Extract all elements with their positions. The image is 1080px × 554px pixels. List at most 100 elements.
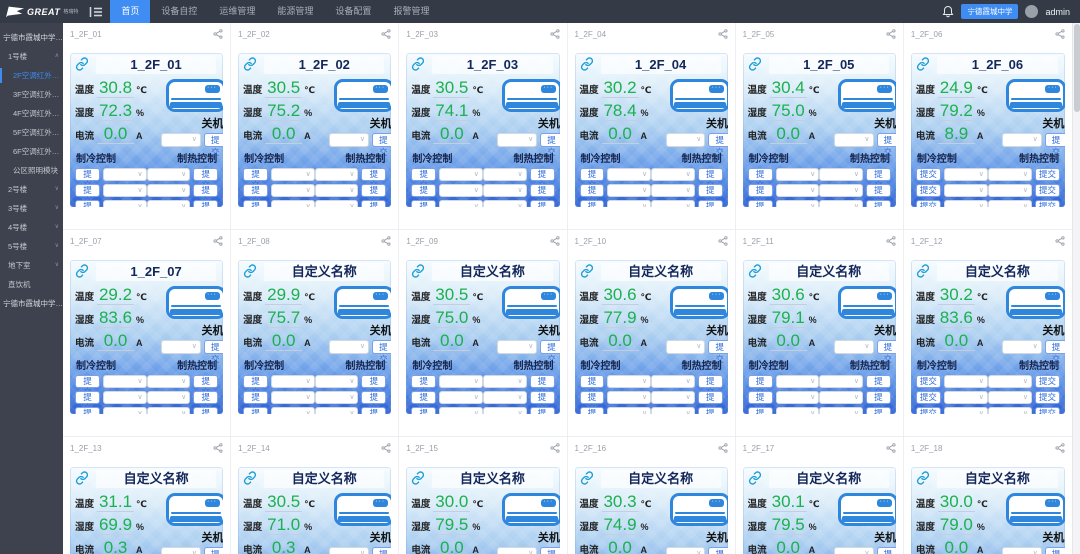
power-submit-button[interactable]: 提交 bbox=[203, 133, 224, 157]
cooling-submit-button-3[interactable]: 提交 bbox=[243, 200, 269, 207]
heating-submit-button-2[interactable]: 提交 bbox=[697, 391, 723, 413]
heating-submit-button-2[interactable]: 提交 bbox=[1034, 184, 1060, 197]
power-select[interactable] bbox=[833, 133, 874, 147]
heating-select-1[interactable] bbox=[651, 168, 695, 181]
cooling-select-1[interactable] bbox=[943, 168, 988, 181]
power-select[interactable] bbox=[161, 547, 201, 554]
share-icon[interactable] bbox=[213, 29, 223, 39]
heating-select-1[interactable] bbox=[819, 375, 863, 388]
cooling-submit-button-1[interactable]: 提交 bbox=[243, 168, 269, 190]
heating-select-3[interactable] bbox=[819, 200, 863, 207]
heating-submit-button-1[interactable]: 提交 bbox=[529, 375, 555, 397]
sidebar-item-1[interactable]: 宁德市霞城中学楼... bbox=[0, 28, 63, 47]
cooling-select-1[interactable] bbox=[607, 168, 652, 181]
heating-select-2[interactable] bbox=[651, 391, 695, 404]
heating-submit-button-1[interactable]: 提交 bbox=[1034, 168, 1060, 181]
share-icon[interactable] bbox=[718, 236, 728, 246]
heating-submit-button-3[interactable]: 提交 bbox=[193, 407, 219, 414]
heating-select-1[interactable] bbox=[146, 168, 191, 181]
sidebar-item-10[interactable]: 3号楼 ∨ bbox=[0, 199, 63, 218]
power-select[interactable] bbox=[497, 133, 538, 147]
cooling-select-2[interactable] bbox=[439, 391, 483, 404]
sidebar-item-3[interactable]: 2F空调红外控... bbox=[0, 66, 63, 85]
heating-select-2[interactable] bbox=[314, 184, 359, 197]
cooling-submit-button-1[interactable]: 提交 bbox=[243, 375, 269, 397]
link-icon[interactable] bbox=[75, 471, 89, 485]
sidebar-item-5[interactable]: 4F空调红外控... bbox=[0, 104, 63, 123]
power-submit-button[interactable]: 提交 bbox=[372, 133, 392, 157]
share-icon[interactable] bbox=[549, 236, 560, 246]
power-submit-button[interactable]: 提交 bbox=[203, 340, 224, 364]
cooling-submit-button-2[interactable]: 提交 bbox=[243, 391, 269, 413]
share-icon[interactable] bbox=[381, 236, 391, 246]
org-badge[interactable]: 宁德霞城中学 bbox=[961, 4, 1019, 19]
power-select[interactable] bbox=[161, 133, 201, 147]
heating-select-2[interactable] bbox=[651, 184, 695, 197]
link-icon[interactable] bbox=[411, 57, 425, 71]
heating-select-1[interactable] bbox=[314, 375, 359, 388]
power-select[interactable] bbox=[497, 340, 538, 354]
cooling-select-1[interactable] bbox=[943, 375, 988, 388]
heating-submit-button-2[interactable]: 提交 bbox=[361, 184, 387, 206]
cooling-submit-button-3[interactable]: 提交 bbox=[75, 407, 100, 414]
heating-submit-button-3[interactable]: 提交 bbox=[697, 200, 723, 207]
heating-submit-button-1[interactable]: 提交 bbox=[361, 168, 387, 190]
heating-select-1[interactable] bbox=[482, 168, 527, 181]
power-select[interactable] bbox=[161, 340, 201, 354]
cooling-submit-button-3[interactable]: 提交 bbox=[411, 200, 437, 207]
power-submit-button[interactable]: 提交 bbox=[1044, 340, 1065, 364]
heating-select-2[interactable] bbox=[819, 184, 863, 197]
link-icon[interactable] bbox=[75, 57, 89, 71]
heating-select-2[interactable] bbox=[314, 391, 359, 404]
nav-tab-5[interactable]: 设备配置 bbox=[335, 6, 372, 16]
share-icon[interactable] bbox=[381, 29, 391, 39]
power-select[interactable] bbox=[1001, 547, 1042, 554]
power-select[interactable] bbox=[665, 547, 706, 554]
cooling-submit-button-2[interactable]: 提交 bbox=[411, 184, 437, 206]
heating-select-2[interactable] bbox=[482, 391, 527, 404]
cooling-submit-button-3[interactable]: 提交 bbox=[411, 407, 437, 414]
link-icon[interactable] bbox=[580, 264, 594, 278]
power-submit-button[interactable]: 提交 bbox=[1044, 547, 1065, 554]
heating-select-2[interactable] bbox=[482, 184, 527, 197]
heating-select-1[interactable] bbox=[314, 168, 359, 181]
cooling-select-3[interactable] bbox=[102, 407, 147, 414]
share-icon[interactable] bbox=[381, 443, 391, 453]
share-icon[interactable] bbox=[213, 236, 223, 246]
cooling-submit-button-2[interactable]: 提交 bbox=[243, 184, 269, 206]
heating-submit-button-1[interactable]: 提交 bbox=[361, 375, 387, 397]
cooling-select-2[interactable] bbox=[943, 184, 988, 197]
share-icon[interactable] bbox=[886, 443, 896, 453]
sidebar-item-2[interactable]: 1号楼 ∧ bbox=[0, 47, 63, 66]
cooling-select-1[interactable] bbox=[607, 375, 652, 388]
power-select[interactable] bbox=[329, 133, 370, 147]
sidebar-item-15[interactable]: 宁德市霞城中学配... bbox=[0, 294, 63, 313]
heating-submit-button-1[interactable]: 提交 bbox=[193, 375, 219, 397]
cooling-select-1[interactable] bbox=[439, 168, 483, 181]
heating-select-3[interactable] bbox=[314, 200, 359, 207]
heating-submit-button-2[interactable]: 提交 bbox=[529, 391, 555, 413]
heating-submit-button-3[interactable]: 提交 bbox=[193, 200, 219, 207]
heating-submit-button-3[interactable]: 提交 bbox=[697, 407, 723, 414]
link-icon[interactable] bbox=[243, 264, 257, 278]
cooling-submit-button-2[interactable]: 提交 bbox=[747, 391, 773, 413]
cooling-select-3[interactable] bbox=[607, 200, 652, 207]
cooling-select-2[interactable] bbox=[775, 391, 820, 404]
heating-submit-button-1[interactable]: 提交 bbox=[697, 168, 723, 190]
heating-select-3[interactable] bbox=[651, 200, 695, 207]
cooling-submit-button-2[interactable]: 提交 bbox=[579, 184, 605, 206]
power-submit-button[interactable]: 提交 bbox=[708, 133, 728, 157]
sidebar-item-13[interactable]: 地下室 ∨ bbox=[0, 256, 63, 275]
power-submit-button[interactable]: 提交 bbox=[540, 133, 560, 157]
share-icon[interactable] bbox=[1055, 443, 1065, 453]
power-submit-button[interactable]: 提交 bbox=[540, 547, 560, 554]
cooling-submit-button-1[interactable]: 提交 bbox=[579, 168, 605, 190]
cooling-select-1[interactable] bbox=[775, 168, 820, 181]
link-icon[interactable] bbox=[748, 57, 762, 71]
cooling-select-3[interactable] bbox=[775, 407, 820, 414]
cooling-submit-button-3[interactable]: 提交 bbox=[579, 200, 605, 207]
power-select[interactable] bbox=[329, 340, 370, 354]
nav-tab-4[interactable]: 能源管理 bbox=[277, 6, 314, 16]
heating-select-3[interactable] bbox=[819, 407, 863, 414]
cooling-submit-button-1[interactable]: 提交 bbox=[915, 375, 941, 388]
